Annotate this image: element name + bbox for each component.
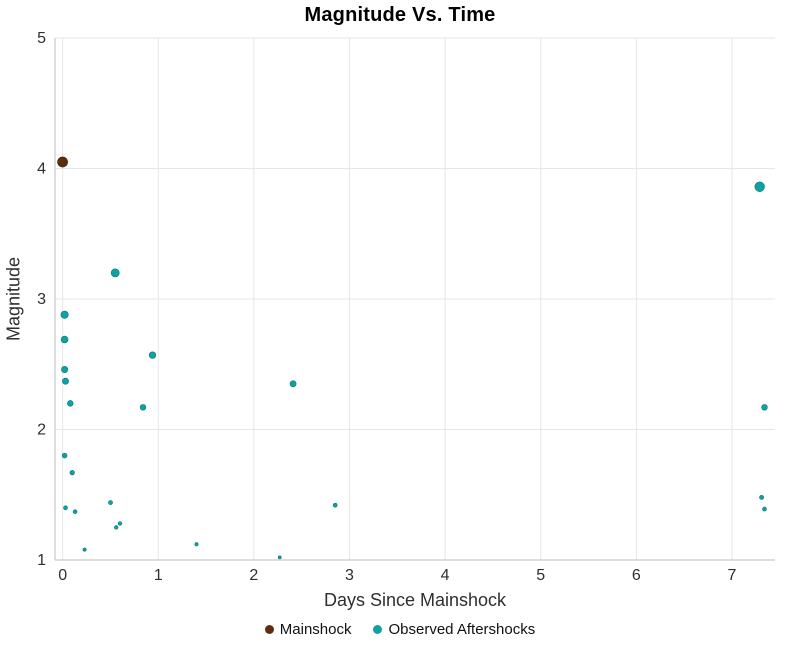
x-tick-label: 4 — [441, 567, 450, 584]
x-axis-label: Days Since Mainshock — [323, 590, 507, 610]
observed-aftershocks-point — [72, 509, 78, 514]
chart-title: Magnitude Vs. Time — [304, 4, 496, 26]
legend-label-mainshock: Mainshock — [279, 621, 352, 638]
y-axis-label: Magnitude — [3, 256, 24, 342]
y-tick-label: 3 — [37, 291, 46, 308]
observed-aftershocks-point — [117, 521, 123, 526]
legend: Mainshock Observed Aftershocks — [0, 621, 800, 638]
observed-aftershocks-point — [61, 452, 68, 459]
x-tick-label: 2 — [249, 567, 258, 584]
x-tick-label: 1 — [154, 567, 163, 584]
observed-aftershocks-point — [62, 377, 69, 385]
observed-aftershocks-point — [759, 495, 764, 500]
observed-aftershocks-point — [761, 404, 768, 411]
legend-marker-mainshock — [264, 625, 274, 634]
observed-aftershocks-point — [63, 505, 68, 511]
observed-aftershocks-point — [110, 268, 120, 278]
observed-aftershocks-point — [762, 506, 767, 512]
observed-aftershocks-point — [332, 502, 338, 508]
observed-aftershocks-point — [69, 469, 75, 476]
legend-item-mainshock: Mainshock — [264, 621, 352, 638]
observed-aftershocks-point — [61, 365, 69, 374]
observed-aftershocks-point — [277, 555, 282, 560]
observed-aftershocks-point — [289, 380, 297, 388]
mainshock-point — [57, 156, 68, 168]
x-tick-label: 7 — [728, 567, 737, 584]
observed-aftershocks-point — [194, 542, 199, 547]
observed-aftershocks-point — [754, 181, 765, 192]
observed-aftershocks-point — [139, 404, 147, 411]
y-tick-label: 2 — [37, 422, 46, 439]
observed-aftershocks-point — [82, 547, 87, 552]
observed-aftershocks-point — [60, 335, 69, 344]
observed-aftershocks-point — [108, 500, 113, 505]
observed-aftershocks-point — [114, 525, 119, 530]
observed-aftershocks-point — [60, 310, 69, 319]
observed-aftershocks-point — [67, 400, 74, 407]
y-tick-label: 5 — [37, 30, 46, 47]
y-tick-label: 1 — [37, 552, 46, 569]
x-tick-label: 0 — [58, 567, 67, 584]
y-tick-label: 4 — [37, 161, 46, 178]
x-tick-label: 6 — [632, 567, 641, 584]
legend-label-observed-aftershocks: Observed Aftershocks — [388, 621, 536, 638]
x-tick-label: 5 — [536, 567, 545, 584]
legend-marker-observed-aftershocks — [373, 625, 383, 634]
x-tick-label: 3 — [345, 567, 354, 584]
observed-aftershocks-point — [148, 351, 157, 359]
legend-item-observed-aftershocks: Observed Aftershocks — [373, 621, 535, 638]
